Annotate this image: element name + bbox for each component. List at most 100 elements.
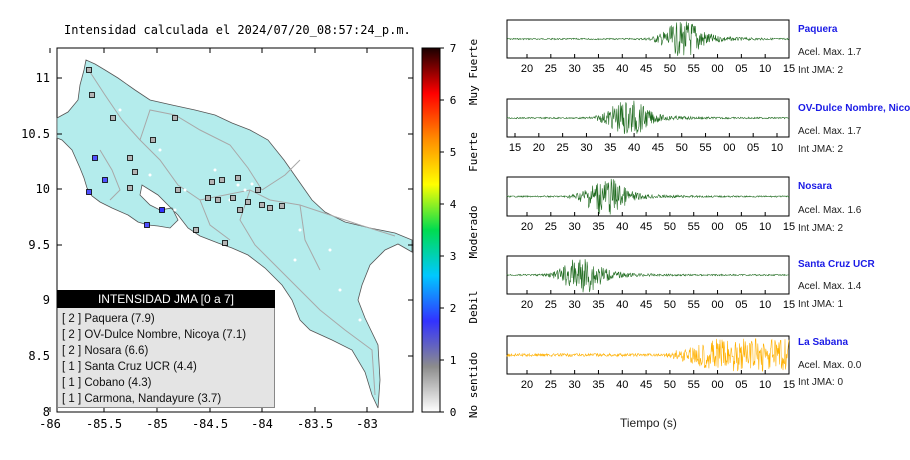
station-name: Paquera <box>798 24 838 35</box>
seismogram-tick-label: 55 <box>699 142 711 154</box>
city-dot <box>158 148 162 152</box>
station-marker <box>219 177 225 183</box>
lat-tick-label: 9 <box>43 293 50 307</box>
seismogram-tick-label: 45 <box>640 63 652 75</box>
seismogram-tick-label: 10 <box>759 63 771 75</box>
legend-title: INTENSIDAD JMA [0 a 7] <box>57 290 275 308</box>
station-marker <box>132 169 138 175</box>
station-marker <box>193 227 199 233</box>
station-name: Santa Cruz UCR <box>798 259 875 270</box>
station-marker <box>230 195 236 201</box>
city-dot <box>118 108 122 112</box>
seismogram-tick-label: 05 <box>735 299 747 311</box>
seismogram-tick-label: 30 <box>569 299 581 311</box>
city-dot <box>243 188 247 192</box>
legend-item: [ 2 ] OV-Dulce Nombre, Nicoya (7.1) <box>62 329 247 341</box>
station-marker <box>175 187 181 193</box>
station-marker <box>209 179 215 185</box>
colorbar-tick-label: 2 <box>450 302 457 315</box>
station-marker <box>215 197 221 203</box>
station-marker <box>159 207 165 213</box>
seismogram-tick-label: 55 <box>688 221 700 233</box>
station-marker <box>245 199 251 205</box>
lat-tick-label: 8.5 <box>28 349 50 363</box>
station-int: Int JMA: 2 <box>798 144 844 155</box>
legend-item: [ 2 ] Paquera (7.9) <box>62 313 155 325</box>
seismogram-x-label: Tiempo (s) <box>620 416 677 430</box>
seismogram-tick-label: 05 <box>735 221 747 233</box>
seismogram-tick-label: 00 <box>711 299 723 311</box>
seismogram-tick-label: 25 <box>545 221 557 233</box>
road <box>99 149 121 201</box>
lat-tick-label: 8 <box>43 405 50 419</box>
seismogram-tick-label: 50 <box>664 299 676 311</box>
city-dot <box>173 208 177 212</box>
station-marker <box>89 92 95 98</box>
station-marker <box>127 185 133 191</box>
station-acel: Acel. Max. 1.7 <box>798 126 862 137</box>
seismogram-tick-label: 25 <box>545 379 557 391</box>
seismogram-tick-label: 20 <box>521 299 533 311</box>
seismogram-tick-label: 10 <box>771 142 783 154</box>
seismogram-tick-label: 15 <box>783 299 795 311</box>
seismogram-tick-label: 50 <box>676 142 688 154</box>
seismogram-tick-label: 30 <box>580 142 592 154</box>
seismogram-tick-label: 55 <box>688 299 700 311</box>
station-marker <box>255 187 261 193</box>
seismogram-tick-label: 30 <box>569 379 581 391</box>
seismogram-trace <box>506 21 790 56</box>
station-acel: Acel. Max. 1.7 <box>798 47 862 58</box>
colorbar-tick-label: 0 <box>450 406 457 419</box>
seismogram-tick-label: 10 <box>759 221 771 233</box>
lat-tick-label: 11 <box>36 71 50 85</box>
city-dot <box>213 168 217 172</box>
colorbar-category-label: Fuerte <box>467 132 480 172</box>
seismogram-tick-label: 10 <box>759 299 771 311</box>
seismogram-tick-label: 15 <box>509 142 521 154</box>
seismogram-tick-label: 05 <box>747 142 759 154</box>
seismogram-tick-label: 50 <box>664 221 676 233</box>
lon-tick-label: -83 <box>356 417 378 431</box>
seismogram-trace <box>506 338 790 372</box>
seismogram-trace <box>506 178 790 215</box>
station-marker <box>86 67 92 73</box>
seismogram-tick-label: 55 <box>688 379 700 391</box>
colorbar-bar <box>421 47 441 413</box>
colorbar-tick-label: 1 <box>450 354 457 367</box>
lat-tick-label: 10.5 <box>21 127 50 141</box>
seismogram-tick-label: 25 <box>545 63 557 75</box>
city-dot <box>148 173 152 177</box>
station-markers <box>86 67 285 246</box>
station-marker <box>86 189 92 195</box>
seismogram-tick-label: 40 <box>616 221 628 233</box>
road <box>89 71 396 237</box>
seismogram-tick-label: 15 <box>783 221 795 233</box>
city-dot <box>183 188 187 192</box>
lon-tick-label: -86 <box>39 417 61 431</box>
city-dot <box>358 318 362 322</box>
colorbar-category-label: Muy Fuerte <box>467 39 480 105</box>
city-dot <box>293 258 297 262</box>
station-int: Int JMA: 1 <box>798 299 844 310</box>
lon-tick-label: -83.5 <box>297 417 333 431</box>
colorbar-category-label: No sentido <box>467 352 480 418</box>
seismogram-tick-label: 05 <box>735 379 747 391</box>
legend-item: [ 1 ] Carmona, Nandayure (3.7) <box>62 393 222 405</box>
station-marker <box>150 137 156 143</box>
road <box>139 109 263 191</box>
colorbar-category-label: Moderado <box>467 206 480 259</box>
seismogram-trace <box>506 259 790 293</box>
seismogram-tick-label: 00 <box>723 142 735 154</box>
seismogram-tick-label: 55 <box>688 63 700 75</box>
city-dot <box>236 183 240 187</box>
intensity-legend <box>57 290 275 408</box>
seismogram-tick-label: 30 <box>569 221 581 233</box>
lon-tick-label: -84.5 <box>192 417 228 431</box>
colorbar-category-label: Debil <box>467 290 480 323</box>
legend-item: [ 1 ] Santa Cruz UCR (4.4) <box>62 361 197 373</box>
station-int: Int JMA: 2 <box>798 65 844 76</box>
lon-tick-label: -85.5 <box>86 417 122 431</box>
station-int: Int JMA: 2 <box>798 223 844 234</box>
station-name: Nosara <box>798 181 832 192</box>
